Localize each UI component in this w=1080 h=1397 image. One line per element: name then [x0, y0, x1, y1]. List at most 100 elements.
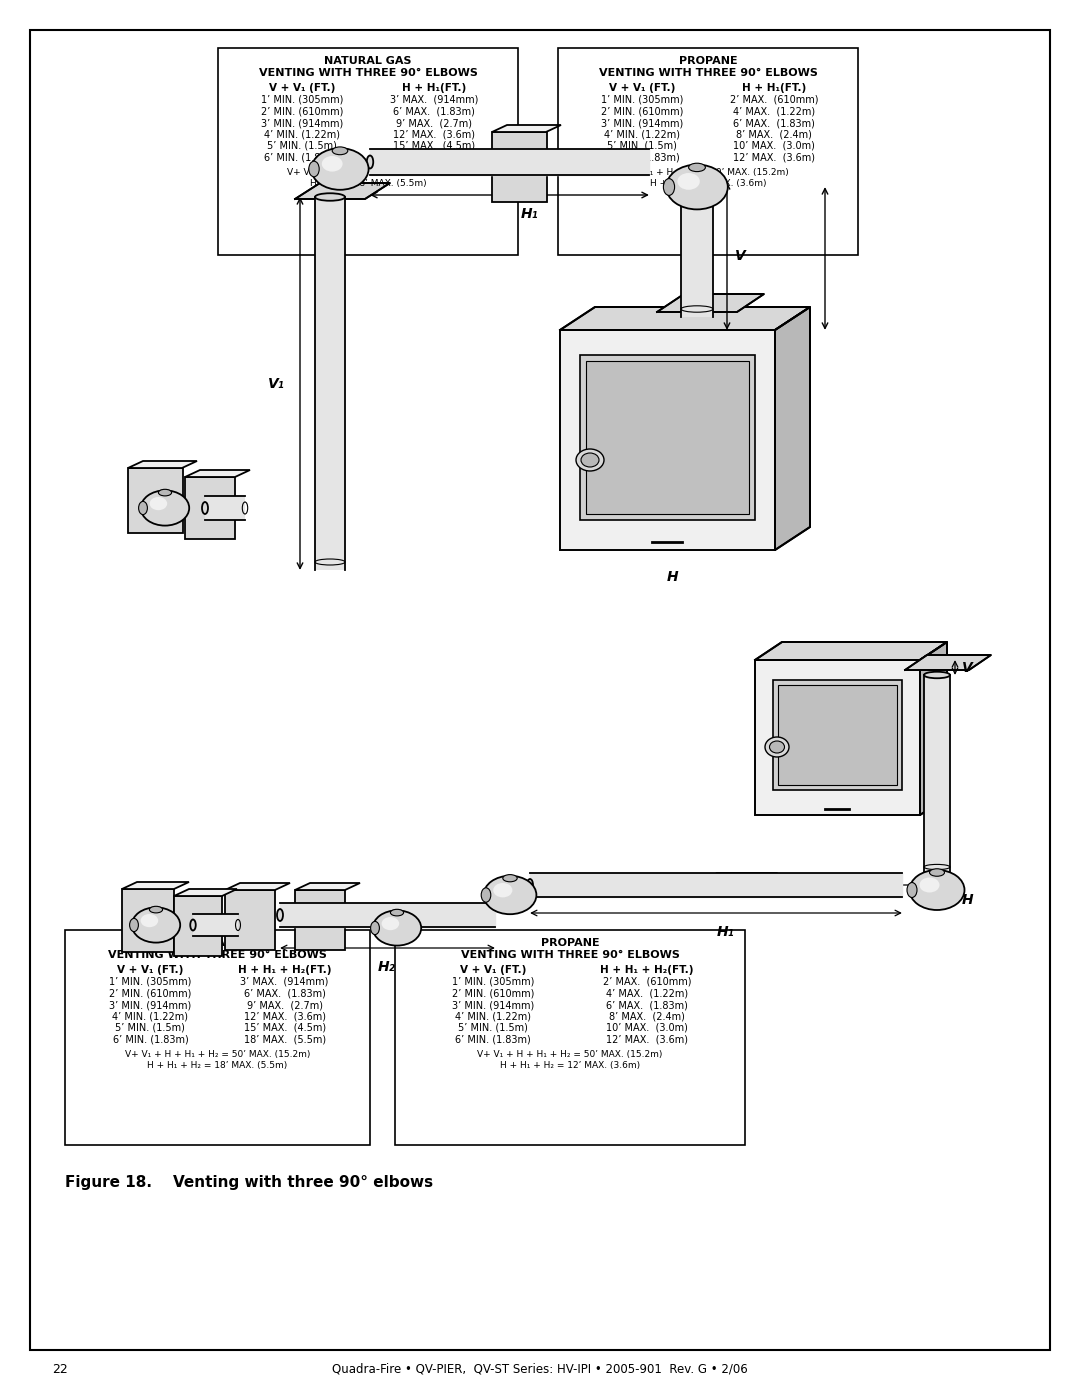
Ellipse shape — [663, 179, 675, 196]
Polygon shape — [370, 149, 649, 175]
Ellipse shape — [190, 919, 195, 930]
Bar — [65, 930, 370, 1146]
Ellipse shape — [373, 911, 421, 946]
Bar — [129, 468, 183, 534]
Text: 6’ MAX.  (1.83m): 6’ MAX. (1.83m) — [393, 106, 475, 116]
Polygon shape — [755, 643, 947, 659]
Text: 2’ MAX.  (610mm): 2’ MAX. (610mm) — [730, 95, 819, 105]
Polygon shape — [185, 469, 249, 476]
Text: V+ V₁ + H + H₁ + H₂ = 50’ MAX. (15.2m): V+ V₁ + H + H₁ + H₂ = 50’ MAX. (15.2m) — [477, 1051, 663, 1059]
Ellipse shape — [309, 161, 320, 177]
Polygon shape — [530, 873, 902, 897]
Text: V+ V₁ + H + H₁ = 50’ MAX. (15.2m): V+ V₁ + H + H₁ = 50’ MAX. (15.2m) — [627, 168, 788, 177]
Ellipse shape — [159, 489, 172, 496]
Bar — [193, 914, 238, 936]
Ellipse shape — [138, 502, 147, 514]
Bar — [778, 685, 897, 785]
Text: 3’ MIN. (914mm): 3’ MIN. (914mm) — [109, 1000, 191, 1010]
Text: 9’ MAX.  (2.7m): 9’ MAX. (2.7m) — [396, 117, 472, 129]
Text: 2’ MIN. (610mm): 2’ MIN. (610mm) — [109, 989, 191, 999]
Text: 5’ MIN. (1.5m): 5’ MIN. (1.5m) — [116, 1023, 186, 1032]
Text: 6’ MAX.  (1.83m): 6’ MAX. (1.83m) — [606, 1000, 688, 1010]
Text: 6’ MIN. (1.83m): 6’ MIN. (1.83m) — [112, 1035, 188, 1045]
Ellipse shape — [370, 922, 379, 935]
Polygon shape — [561, 307, 810, 330]
Text: V + V₁ (FT.): V + V₁ (FT.) — [118, 965, 184, 975]
Ellipse shape — [311, 148, 368, 190]
Text: 8’ MAX.  (2.4m): 8’ MAX. (2.4m) — [737, 130, 812, 140]
Text: 15’ MAX.  (4.5m): 15’ MAX. (4.5m) — [243, 1023, 326, 1032]
Bar — [174, 895, 222, 956]
Text: 2’ MIN. (610mm): 2’ MIN. (610mm) — [260, 106, 343, 116]
Bar — [395, 930, 745, 1146]
Text: H + H₁(FT.): H + H₁(FT.) — [402, 82, 467, 94]
Ellipse shape — [140, 914, 158, 928]
Ellipse shape — [276, 909, 283, 921]
Text: 1’ MIN. (305mm): 1’ MIN. (305mm) — [600, 95, 684, 105]
Text: V₁: V₁ — [268, 377, 285, 391]
Bar — [681, 182, 713, 317]
Text: 8’ MAX.  (2.4m): 8’ MAX. (2.4m) — [609, 1011, 685, 1021]
Polygon shape — [920, 643, 947, 814]
Ellipse shape — [689, 163, 705, 172]
Text: VENTING WITH THREE 90° ELBOWS: VENTING WITH THREE 90° ELBOWS — [108, 950, 327, 960]
Text: 4’ MIN. (1.22m): 4’ MIN. (1.22m) — [112, 1011, 188, 1021]
Text: 18’ MAX.  (5.5m): 18’ MAX. (5.5m) — [393, 152, 475, 162]
Ellipse shape — [527, 879, 534, 891]
Ellipse shape — [765, 738, 789, 757]
Polygon shape — [657, 293, 764, 312]
Text: H + H₁ = 12’ MAX. (3.6m): H + H₁ = 12’ MAX. (3.6m) — [650, 179, 766, 189]
Ellipse shape — [132, 908, 180, 943]
Bar — [586, 360, 750, 514]
Bar — [185, 476, 235, 539]
Text: 22: 22 — [52, 1363, 68, 1376]
Ellipse shape — [367, 155, 374, 169]
Polygon shape — [775, 307, 810, 550]
Ellipse shape — [482, 888, 490, 902]
Ellipse shape — [666, 165, 728, 210]
Polygon shape — [280, 902, 495, 928]
Ellipse shape — [333, 147, 348, 155]
Text: VENTING WITH THREE 90° ELBOWS: VENTING WITH THREE 90° ELBOWS — [258, 68, 477, 78]
Ellipse shape — [130, 918, 138, 932]
Bar — [492, 131, 546, 203]
Polygon shape — [696, 873, 777, 887]
Ellipse shape — [390, 909, 404, 916]
Text: 1’ MIN. (305mm): 1’ MIN. (305mm) — [260, 95, 343, 105]
Ellipse shape — [381, 916, 400, 930]
Text: V + V₁ (FT.): V + V₁ (FT.) — [609, 82, 675, 94]
Ellipse shape — [150, 497, 167, 510]
Text: 5’ MIN. (1.5m): 5’ MIN. (1.5m) — [607, 141, 677, 151]
Text: Figure 18.    Venting with three 90° elbows: Figure 18. Venting with three 90° elbows — [65, 1175, 433, 1190]
Bar — [225, 890, 275, 950]
Text: 4’ MIN. (1.22m): 4’ MIN. (1.22m) — [264, 130, 340, 140]
Text: 1’ MIN. (305mm): 1’ MIN. (305mm) — [109, 977, 191, 988]
Bar — [315, 197, 345, 570]
Text: NATURAL GAS: NATURAL GAS — [174, 937, 261, 949]
Polygon shape — [174, 888, 237, 895]
Text: 15’ MAX.  (4.5m): 15’ MAX. (4.5m) — [393, 141, 475, 151]
Text: H + H₁ = 18’ MAX. (5.5m): H + H₁ = 18’ MAX. (5.5m) — [310, 179, 427, 189]
Text: 5’ MIN. (1.5m): 5’ MIN. (1.5m) — [267, 141, 337, 151]
Bar — [218, 47, 518, 256]
Text: 2’ MIN. (610mm): 2’ MIN. (610mm) — [451, 989, 535, 999]
Text: 3’ MAX.  (914mm): 3’ MAX. (914mm) — [390, 95, 478, 105]
Text: 4’ MIN. (1.22m): 4’ MIN. (1.22m) — [455, 1011, 531, 1021]
Text: V+ V₁ + H + H₁ = 50’ MAX. (15.2m): V+ V₁ + H + H₁ = 50’ MAX. (15.2m) — [287, 168, 449, 177]
Text: 6’ MIN. (1.83m): 6’ MIN. (1.83m) — [455, 1035, 531, 1045]
Text: NATURAL GAS: NATURAL GAS — [324, 56, 411, 66]
Text: H + H₁ + H₂ = 12’ MAX. (3.6m): H + H₁ + H₂ = 12’ MAX. (3.6m) — [500, 1060, 640, 1070]
Ellipse shape — [677, 173, 700, 190]
Ellipse shape — [930, 869, 945, 876]
Text: VENTING WITH THREE 90° ELBOWS: VENTING WITH THREE 90° ELBOWS — [598, 68, 818, 78]
Bar — [773, 680, 902, 789]
Text: V: V — [962, 661, 973, 675]
Ellipse shape — [503, 875, 517, 882]
Text: 12’ MAX.  (3.6m): 12’ MAX. (3.6m) — [244, 1011, 325, 1021]
Ellipse shape — [322, 156, 342, 172]
Text: 4’ MIN. (1.22m): 4’ MIN. (1.22m) — [604, 130, 680, 140]
Text: PROPANE: PROPANE — [678, 56, 738, 66]
Text: 5’ MIN. (1.5m): 5’ MIN. (1.5m) — [458, 1023, 528, 1032]
Ellipse shape — [919, 877, 940, 893]
Ellipse shape — [907, 883, 917, 897]
